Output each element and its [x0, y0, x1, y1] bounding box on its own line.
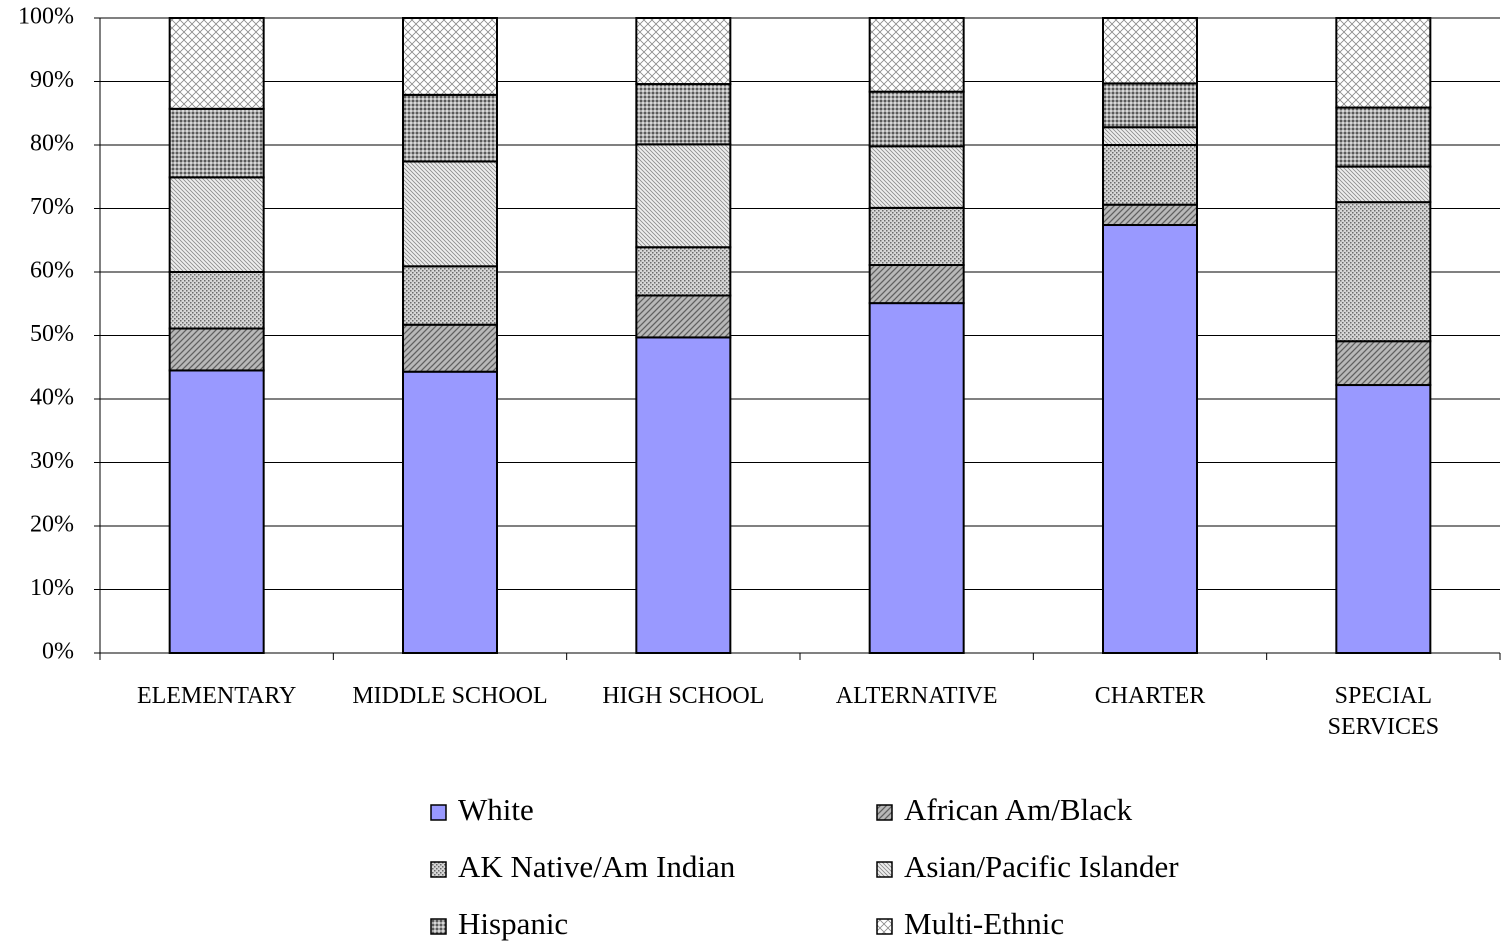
y-tick-label: 80% — [30, 131, 74, 157]
legend: White African Am/Black AK Native/Am Indian… — [430, 792, 1179, 941]
y-axis-tick-labels: 0% 10% 20% 30% 40% 50% 60% 70% 80% 90% 100% — [18, 4, 100, 665]
legend-swatch — [430, 861, 447, 878]
bars — [168, 17, 1432, 654]
y-tick-label: 20% — [30, 512, 74, 538]
gridlines — [100, 17, 1500, 590]
bar-stack-alternative — [868, 17, 965, 654]
bar-segment-multi-ethnic — [868, 17, 965, 93]
bar-segment-hispanic — [1102, 82, 1198, 129]
bar-segment-ak-native-am-indian — [402, 265, 498, 326]
y-tick-label: 90% — [30, 67, 74, 93]
x-category-label: SPECIAL SERVICES — [1328, 683, 1439, 740]
bar-stack-elementary — [168, 17, 265, 654]
legend-swatch — [430, 804, 447, 821]
bar-segment-asian-pacific-islander — [168, 176, 265, 273]
bar-segment-hispanic — [1335, 106, 1432, 168]
bar-stack-middle-school — [402, 17, 498, 654]
bar-segment-white — [402, 370, 498, 654]
legend-item-ak-native-am-indian: AK Native/Am Indian — [430, 849, 736, 884]
legend-item-white: White — [430, 792, 534, 827]
y-tick-label: 10% — [30, 575, 74, 601]
bar-stack-charter — [1102, 17, 1198, 654]
legend-label: Asian/Pacific Islander — [904, 849, 1179, 884]
legend-label: African Am/Black — [904, 792, 1133, 827]
bar-stack-special-services — [1335, 17, 1432, 654]
bar-segment-ak-native-am-indian — [1335, 201, 1432, 343]
bar-segment-hispanic — [868, 90, 965, 148]
bar-segment-asian-pacific-islander — [402, 160, 498, 268]
bar-segment-ak-native-am-indian — [1102, 144, 1198, 206]
bar-segment-african-am-black — [168, 327, 265, 372]
bar-segment-african-am-black — [1335, 340, 1432, 387]
x-category-label: MIDDLE SCHOOL — [352, 683, 547, 709]
bar-stack-high-school — [635, 17, 732, 654]
y-tick-label: 30% — [30, 448, 74, 474]
bar-segment-white — [1102, 224, 1198, 654]
legend-label: White — [458, 792, 534, 827]
y-tick-label: 50% — [30, 321, 74, 347]
bar-segment-asian-pacific-islander — [635, 143, 732, 249]
bar-segment-asian-pacific-islander — [1102, 126, 1198, 147]
bar-segment-african-am-black — [635, 294, 732, 339]
bar-segment-multi-ethnic — [1102, 17, 1198, 85]
bar-segment-african-am-black — [402, 323, 498, 373]
y-tick-label: 60% — [30, 258, 74, 284]
bar-segment-hispanic — [635, 83, 732, 146]
x-category-label: ELEMENTARY — [137, 683, 296, 709]
bar-segment-hispanic — [402, 93, 498, 163]
bar-segment-ak-native-am-indian — [635, 246, 732, 297]
y-tick-label: 70% — [30, 194, 74, 220]
legend-item-hispanic: Hispanic — [430, 906, 568, 941]
legend-swatch — [876, 918, 893, 935]
bar-segment-multi-ethnic — [402, 17, 498, 96]
legend-item-asian-pacific-islander: Asian/Pacific Islander — [876, 849, 1179, 884]
y-tick-label: 40% — [30, 385, 74, 411]
bar-segment-asian-pacific-islander — [868, 145, 965, 209]
bar-segment-white — [1335, 384, 1432, 654]
bar-segment-ak-native-am-indian — [868, 206, 965, 267]
bar-segment-hispanic — [168, 107, 265, 179]
bar-segment-multi-ethnic — [635, 17, 732, 86]
legend-swatch — [430, 918, 447, 935]
bar-segment-multi-ethnic — [168, 17, 265, 110]
x-category-label: ALTERNATIVE — [836, 683, 998, 709]
legend-label: Hispanic — [458, 906, 568, 941]
bar-segment-white — [635, 336, 732, 654]
axes — [99, 18, 1501, 660]
legend-swatch — [876, 861, 893, 878]
legend-swatch — [876, 804, 893, 821]
bar-segment-african-am-black — [868, 264, 965, 305]
legend-item-african-am-black: African Am/Black — [876, 792, 1133, 827]
legend-label: Multi-Ethnic — [904, 906, 1064, 941]
legend-label: AK Native/Am Indian — [458, 849, 736, 884]
bar-segment-white — [868, 302, 965, 654]
x-axis-category-labels: ELEMENTARY MIDDLE SCHOOL HIGH SCHOOL ALTERN… — [137, 683, 1439, 740]
y-tick-label: 100% — [18, 4, 74, 30]
y-tick-label: 0% — [42, 639, 74, 665]
bar-segment-multi-ethnic — [1335, 17, 1432, 109]
legend-item-multi-ethnic: Multi-Ethnic — [876, 906, 1064, 941]
bar-segment-asian-pacific-islander — [1335, 165, 1432, 204]
bar-segment-ak-native-am-indian — [168, 271, 265, 330]
bar-segment-african-am-black — [1102, 203, 1198, 227]
x-category-label: HIGH SCHOOL — [602, 683, 764, 709]
bar-segment-white — [168, 369, 265, 654]
x-category-label: CHARTER — [1095, 683, 1206, 709]
